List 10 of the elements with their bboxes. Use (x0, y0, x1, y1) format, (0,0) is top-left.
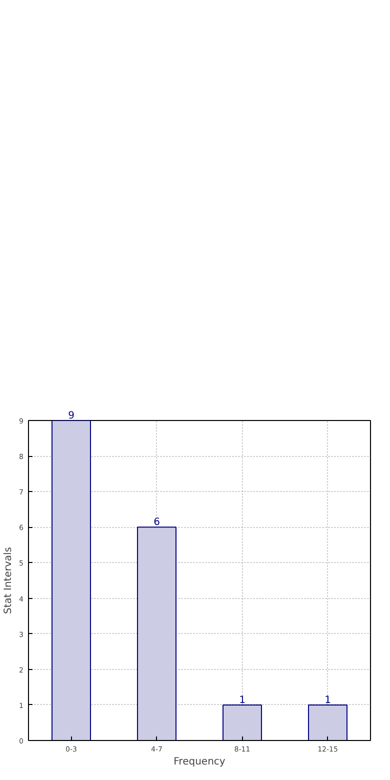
data-label: 6 (154, 517, 160, 528)
data-label: 1 (324, 694, 331, 706)
bar (52, 420, 91, 740)
x-axis-title: Frequency (174, 756, 226, 768)
data-label: 1 (239, 694, 246, 706)
bar (308, 704, 348, 740)
bar (222, 704, 262, 740)
bar (137, 526, 176, 740)
y-axis-title: Stat Intervals (3, 546, 14, 614)
data-label: 9 (68, 410, 74, 422)
